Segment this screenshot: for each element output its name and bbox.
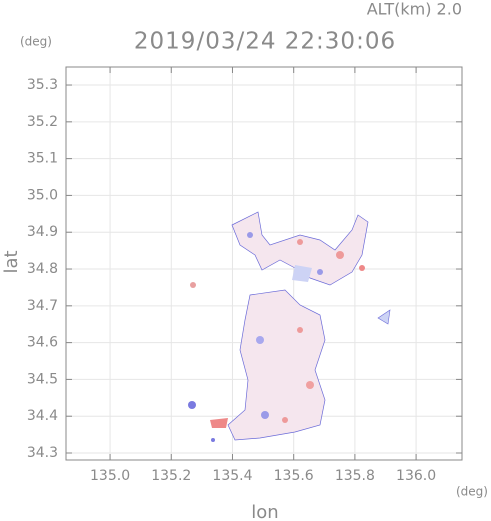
echo-cell bbox=[190, 282, 196, 288]
echo-cell bbox=[317, 269, 323, 275]
y-tick-label: 35.2 bbox=[27, 114, 58, 130]
echo-region bbox=[227, 289, 326, 441]
x-tick-label: 135.4 bbox=[212, 468, 252, 484]
x-tick-label: 135.6 bbox=[274, 468, 314, 484]
echo-cell bbox=[247, 232, 253, 238]
x-unit: (deg) bbox=[456, 485, 488, 499]
echo-region bbox=[210, 418, 228, 428]
y-tick-label: 35.0 bbox=[27, 187, 58, 203]
x-tick-label: 135.2 bbox=[151, 468, 191, 484]
echo-region bbox=[231, 211, 369, 286]
echo-region bbox=[292, 265, 312, 282]
echo-cell bbox=[256, 336, 264, 344]
y-tick-label: 35.1 bbox=[27, 151, 58, 167]
y-tick-label: 34.9 bbox=[27, 224, 58, 240]
echo-cell bbox=[297, 239, 303, 245]
echo-cell bbox=[211, 438, 215, 442]
echo-cell bbox=[282, 417, 288, 423]
subtitle: ALT(km) 2.0 bbox=[367, 0, 462, 19]
x-tick-label: 136.0 bbox=[396, 468, 436, 484]
echo-cell bbox=[297, 327, 303, 333]
y-tick-label: 34.3 bbox=[27, 445, 58, 461]
y-tick-label: 34.7 bbox=[27, 298, 58, 314]
plot-frame bbox=[65, 66, 463, 461]
y-unit: (deg) bbox=[20, 35, 52, 49]
echo-cell bbox=[306, 381, 314, 389]
x-tick-label: 135.8 bbox=[335, 468, 375, 484]
y-tick-label: 34.8 bbox=[27, 261, 58, 277]
radar-echo bbox=[188, 211, 391, 442]
echo-cell bbox=[188, 401, 196, 409]
echo-cell bbox=[336, 251, 344, 259]
echo-region bbox=[377, 309, 391, 325]
y-tick-label: 34.6 bbox=[27, 335, 58, 351]
echo-cell bbox=[359, 265, 365, 271]
y-tick-label: 34.5 bbox=[27, 371, 58, 387]
echo-cell bbox=[261, 411, 269, 419]
chart-title: 2019/03/24 22:30:06 bbox=[134, 29, 396, 55]
x-tick-label: 135.0 bbox=[90, 468, 130, 484]
y-tick-label: 34.4 bbox=[27, 408, 58, 424]
x-axis-label: lon bbox=[251, 502, 278, 521]
y-tick-label: 35.3 bbox=[27, 77, 58, 93]
y-axis-label: lat bbox=[1, 250, 22, 273]
